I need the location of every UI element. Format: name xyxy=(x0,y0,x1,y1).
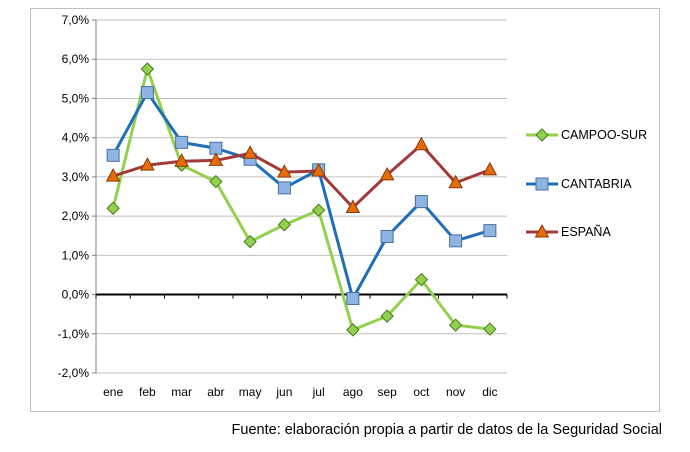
data-point-campoo-sur xyxy=(346,323,360,337)
data-point-espana xyxy=(174,153,189,167)
legend-label: CAMPOO-SUR xyxy=(561,128,647,142)
data-point-campoo-sur xyxy=(414,272,429,287)
y-tick-label: 0,0% xyxy=(62,288,90,302)
data-point-cantabria xyxy=(346,291,360,305)
legend-label: CANTABRIA xyxy=(561,177,632,191)
series-espana xyxy=(105,136,498,213)
x-tick-label: jun xyxy=(275,385,292,399)
data-point-espana xyxy=(379,166,395,181)
legend-swatch-marker xyxy=(535,128,549,142)
chart-frame: 7,0% 6,0% 5,0% 4,0% 3,0% 2,0% 1,0% 0,0% -1,0% -2,… xyxy=(30,8,660,412)
legend-item-espana: ESPAÑA xyxy=(526,223,611,239)
data-point-campoo-sur xyxy=(243,234,257,249)
x-tick-label: feb xyxy=(139,385,156,399)
data-point-espana xyxy=(311,162,326,177)
y-tick-label: -1,0% xyxy=(58,327,90,341)
y-tick-label: -2,0% xyxy=(58,366,90,380)
x-tick-label: ago xyxy=(343,385,363,399)
series-line-campoo-sur xyxy=(111,67,491,332)
data-point-campoo-sur xyxy=(311,203,326,217)
x-tick-label: sep xyxy=(377,385,397,399)
y-tick-label: 2,0% xyxy=(62,209,90,223)
data-point-espana xyxy=(345,199,361,213)
data-point-cantabria xyxy=(380,230,394,244)
line-chart: 7,0% 6,0% 5,0% 4,0% 3,0% 2,0% 1,0% 0,0% -1,0% -2,… xyxy=(58,13,647,399)
data-point-espana xyxy=(277,164,292,178)
data-point-cantabria xyxy=(106,148,120,162)
series-cantabria xyxy=(106,86,497,305)
x-tick-label: may xyxy=(239,385,262,399)
data-point-campoo-sur xyxy=(380,309,394,323)
data-point-cantabria xyxy=(277,181,291,195)
x-tick-label: dic xyxy=(482,385,497,399)
data-point-cantabria xyxy=(140,86,154,100)
data-point-cantabria xyxy=(483,224,497,238)
data-point-campoo-sur xyxy=(483,322,497,336)
legend-label: ESPAÑA xyxy=(561,225,611,239)
data-point-cantabria xyxy=(449,234,463,248)
y-tick-label: 5,0% xyxy=(62,91,90,105)
axes: 7,0% 6,0% 5,0% 4,0% 3,0% 2,0% 1,0% 0,0% -1,0% -2,… xyxy=(58,13,508,399)
x-tick-label: jul xyxy=(312,385,325,399)
data-point-campoo-sur xyxy=(209,174,223,189)
data-point-cantabria xyxy=(414,195,428,209)
x-tick-label: nov xyxy=(446,385,465,399)
data-point-espana xyxy=(482,161,498,176)
y-tick-label: 1,0% xyxy=(62,248,90,262)
source-note: Fuente: elaboración propia a partir de d… xyxy=(231,422,662,438)
data-point-cantabria xyxy=(175,135,189,149)
legend-swatch-marker xyxy=(535,177,549,191)
data-point-campoo-sur xyxy=(448,318,463,332)
data-point-espana xyxy=(140,157,155,171)
data-point-espana xyxy=(414,136,429,151)
legend-swatch-marker xyxy=(534,223,550,238)
data-point-espana xyxy=(448,174,463,189)
data-point-espana xyxy=(208,152,224,166)
data-point-espana xyxy=(105,168,121,182)
series-line-cantabria xyxy=(111,91,491,300)
x-tick-label: ene xyxy=(103,385,123,399)
y-tick-label: 3,0% xyxy=(62,170,90,184)
series-layer xyxy=(105,62,498,337)
data-point-campoo-sur xyxy=(140,62,155,76)
data-point-campoo-sur xyxy=(106,201,120,215)
y-tick-label: 6,0% xyxy=(62,52,90,66)
y-tick-label: 7,0% xyxy=(62,13,90,27)
x-tick-label: abr xyxy=(207,385,224,399)
x-tick-label: mar xyxy=(171,385,192,399)
series-line-espana xyxy=(112,143,491,209)
data-point-espana xyxy=(242,145,258,159)
legend-item-campoo-sur: CAMPOO-SUR xyxy=(526,128,647,142)
legend-item-cantabria: CANTABRIA xyxy=(526,177,632,191)
x-tick-label: oct xyxy=(413,385,430,399)
y-tick-label: 4,0% xyxy=(62,131,90,145)
gridlines xyxy=(96,19,507,374)
data-point-campoo-sur xyxy=(277,218,292,232)
legend: CAMPOO-SUR CANTABRIA ESPAÑA xyxy=(526,128,647,239)
